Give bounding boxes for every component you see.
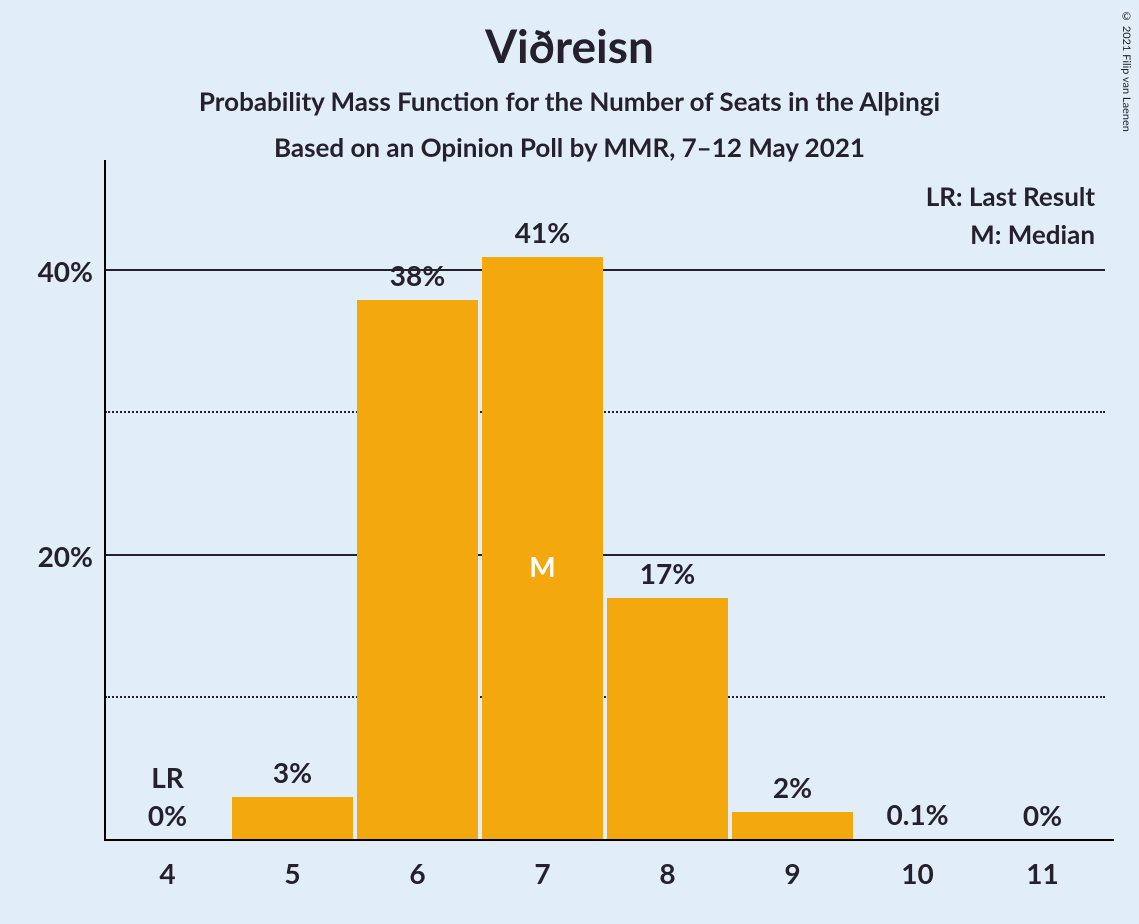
legend-lr: LR: Last Result xyxy=(926,180,1095,212)
subtitle-line-1: Probability Mass Function for the Number… xyxy=(0,85,1139,117)
main-title: Viðreisn xyxy=(0,18,1139,73)
x-tick-label: 6 xyxy=(409,856,425,890)
bar-value-label: 38% xyxy=(390,258,445,292)
bar-value-label: 3% xyxy=(273,755,312,789)
y-tick-label: 40% xyxy=(38,254,93,288)
y-axis-line xyxy=(104,160,106,840)
x-tick-label: 8 xyxy=(659,856,675,890)
bar-value-label: 17% xyxy=(640,556,695,590)
bar-value-label: 41% xyxy=(515,215,570,249)
bar-value-label: 0.1% xyxy=(886,797,948,831)
bar xyxy=(232,797,353,840)
x-tick-label: 10 xyxy=(901,856,933,890)
plot-area: LR: Last Result M: Median 0%LR3%38%41%M1… xyxy=(105,200,1105,840)
subtitle-line-2: Based on an Opinion Poll by MMR, 7–12 Ma… xyxy=(0,131,1139,163)
y-tick-label: 20% xyxy=(38,539,93,573)
x-tick-label: 7 xyxy=(534,856,550,890)
bar-value-label: 0% xyxy=(148,798,187,832)
bar xyxy=(357,300,478,840)
x-tick-label: 9 xyxy=(784,856,800,890)
x-tick-label: 11 xyxy=(1026,856,1058,890)
legend-m: M: Median xyxy=(926,218,1095,250)
bar-value-label: 2% xyxy=(773,770,812,804)
gridline-major xyxy=(105,554,1105,556)
gridline-minor xyxy=(105,696,1105,698)
x-tick-label: 5 xyxy=(284,856,300,890)
x-axis-line xyxy=(104,839,1114,841)
title-block: Viðreisn Probability Mass Function for t… xyxy=(0,18,1139,163)
bar-value-label: 0% xyxy=(1023,798,1062,832)
legend: LR: Last Result M: Median xyxy=(926,180,1095,256)
bar xyxy=(607,598,728,840)
gridline-minor xyxy=(105,411,1105,413)
x-tick-label: 4 xyxy=(159,856,175,890)
last-result-marker: LR xyxy=(151,760,184,794)
median-marker: M xyxy=(529,549,555,583)
gridline-major xyxy=(105,269,1105,271)
bar xyxy=(732,812,853,840)
